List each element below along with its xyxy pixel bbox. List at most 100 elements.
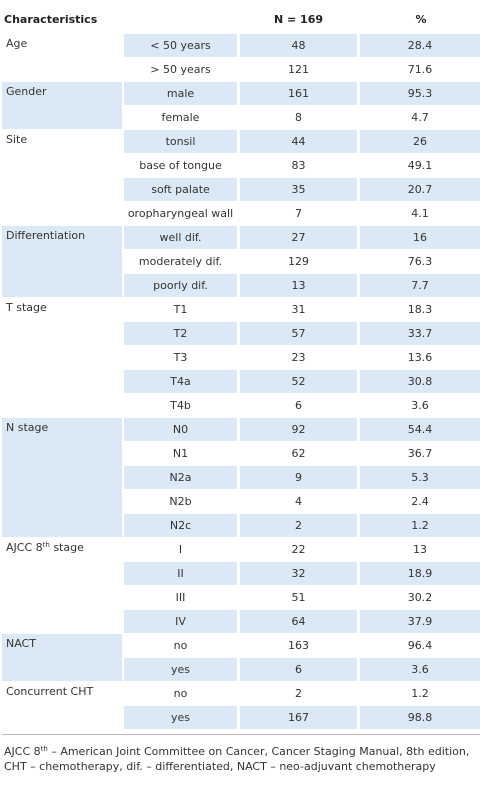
percent-cell: 4.1	[411, 207, 429, 220]
group-label-sup: th	[42, 541, 50, 549]
subgroup-cell: T4b	[170, 399, 191, 412]
n-cell: 7	[295, 207, 302, 220]
n-cell: 27	[240, 226, 357, 249]
footnote-text: AJCC 8	[4, 745, 41, 758]
subgroup-cell: III	[175, 591, 186, 604]
n-cell: 64	[240, 610, 357, 633]
percent-cell: 54.4	[360, 418, 480, 441]
subgroup-cell: IV	[124, 610, 237, 633]
group-label-text: NACT	[6, 637, 36, 650]
n-cell: 4	[295, 495, 302, 508]
n-cell: 2	[240, 514, 357, 537]
n-cell: 121	[288, 63, 309, 76]
group-label-text: Concurrent CHT	[6, 685, 94, 698]
percent-cell: 36.7	[407, 447, 433, 460]
subgroup-cell: N1	[172, 447, 189, 460]
header-percent: %	[415, 13, 427, 26]
subgroup-cell: T2	[124, 322, 237, 345]
n-cell: 62	[291, 447, 306, 460]
n-cell: 2	[295, 687, 302, 700]
n-cell: 48	[240, 34, 357, 57]
subgroup-cell: poorly dif.	[124, 274, 237, 297]
n-cell: 6	[295, 399, 302, 412]
group-label: Site	[2, 130, 122, 225]
percent-cell: 37.9	[360, 610, 480, 633]
percent-cell: 7.7	[360, 274, 480, 297]
subgroup-cell: no	[173, 639, 188, 652]
n-cell: 31	[291, 303, 306, 316]
footnote-rest: – American Joint Committee on Cancer, Ca…	[4, 745, 470, 773]
percent-cell: 71.6	[407, 63, 433, 76]
subgroup-cell: moderately dif.	[138, 255, 223, 268]
subgroup-cell: N2c	[124, 514, 237, 537]
n-cell: 163	[288, 639, 309, 652]
percent-cell: 28.4	[360, 34, 480, 57]
percent-cell: 13.6	[407, 351, 433, 364]
n-cell: 161	[240, 82, 357, 105]
n-cell: 44	[240, 130, 357, 153]
subgroup-cell: N2a	[124, 466, 237, 489]
percent-cell: 5.3	[360, 466, 480, 489]
subgroup-cell: well dif.	[124, 226, 237, 249]
percent-cell: 4.7	[411, 111, 429, 124]
n-cell: 32	[240, 562, 357, 585]
group-label-text: Differentiation	[6, 229, 86, 242]
n-cell: 167	[240, 706, 357, 729]
percent-cell: 98.8	[360, 706, 480, 729]
table-rule	[2, 734, 480, 735]
subgroup-cell: T3	[173, 351, 188, 364]
group-label: Age	[2, 34, 122, 81]
subgroup-cell: base of tongue	[139, 159, 222, 172]
subgroup-cell: I	[178, 543, 183, 556]
subgroup-cell: yes	[124, 658, 237, 681]
group-label: AJCC 8th stage	[2, 538, 122, 633]
group-label: NACT	[2, 634, 122, 681]
footnote: AJCC 8th – American Joint Committee on C…	[4, 744, 474, 774]
group-label-text: T stage	[6, 301, 47, 314]
percent-cell: 96.4	[407, 639, 433, 652]
group-label-text: AJCC 8	[6, 541, 43, 554]
percent-cell: 18.9	[360, 562, 480, 585]
percent-cell: 3.6	[411, 399, 429, 412]
percent-cell: 1.2	[411, 687, 429, 700]
group-label-text: Gender	[6, 85, 47, 98]
n-cell: 83	[291, 159, 306, 172]
percent-cell: 13	[413, 543, 427, 556]
n-cell: 6	[240, 658, 357, 681]
n-cell: 23	[291, 351, 306, 364]
percent-cell: 33.7	[360, 322, 480, 345]
n-cell: 9	[240, 466, 357, 489]
header-n: N = 169	[273, 13, 324, 26]
subgroup-cell: oropharyngeal wall	[127, 207, 234, 220]
percent-cell: 1.2	[360, 514, 480, 537]
percent-cell: 20.7	[360, 178, 480, 201]
n-cell: 35	[240, 178, 357, 201]
subgroup-cell: N0	[124, 418, 237, 441]
n-cell: 51	[291, 591, 306, 604]
percent-cell: 76.3	[407, 255, 433, 268]
subgroup-cell: no	[173, 687, 188, 700]
percent-cell: 2.4	[411, 495, 429, 508]
percent-cell: 16	[360, 226, 480, 249]
n-cell: 92	[240, 418, 357, 441]
percent-cell: 30.2	[407, 591, 433, 604]
subgroup-cell: II	[124, 562, 237, 585]
subgroup-cell: < 50 years	[124, 34, 237, 57]
group-label: T stage	[2, 298, 122, 417]
group-label-text: Age	[6, 37, 28, 50]
subgroup-cell: T1	[173, 303, 188, 316]
percent-cell: 30.8	[360, 370, 480, 393]
header-characteristics: Characteristics	[4, 13, 98, 26]
group-label: Concurrent CHT	[2, 682, 122, 729]
percent-cell: 3.6	[360, 658, 480, 681]
n-cell: 52	[240, 370, 357, 393]
n-cell: 8	[295, 111, 302, 124]
n-cell: 57	[240, 322, 357, 345]
percent-cell: 18.3	[407, 303, 433, 316]
subgroup-cell: N2b	[169, 495, 192, 508]
group-label: Gender	[2, 82, 122, 129]
group-label-text: N stage	[6, 421, 49, 434]
subgroup-cell: tonsil	[124, 130, 237, 153]
subgroup-cell: soft palate	[124, 178, 237, 201]
